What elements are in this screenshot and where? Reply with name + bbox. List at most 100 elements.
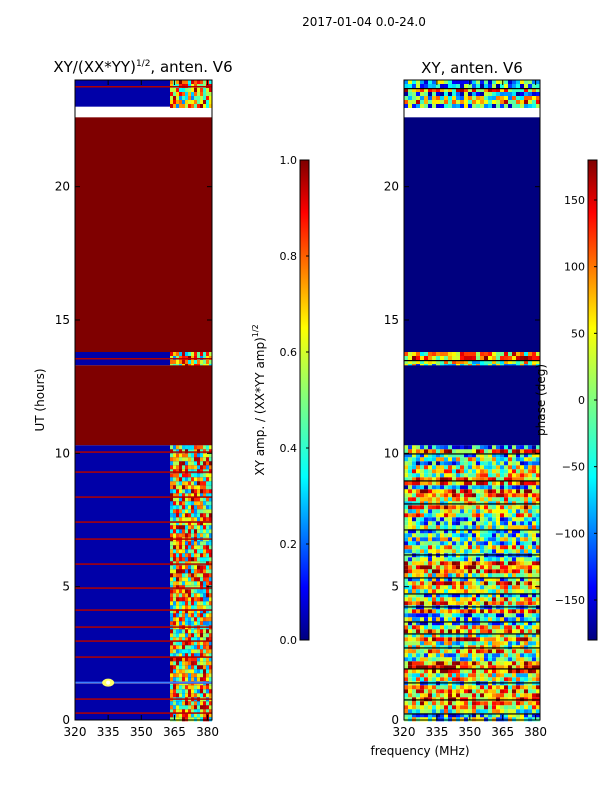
phase-cell: [528, 649, 532, 654]
amp-cell: [200, 645, 204, 650]
phase-cell: [476, 657, 480, 662]
phase-cell: [432, 597, 436, 602]
amp-cell: [203, 521, 207, 526]
phase-cell: [516, 677, 520, 682]
phase-cell: [512, 509, 516, 514]
phase-cell: [472, 356, 476, 360]
phase-cell: [464, 80, 468, 84]
phase-cell: [516, 581, 520, 586]
phase-cell: [440, 449, 444, 454]
phase-cell: [424, 537, 428, 542]
amp-cell: [185, 513, 189, 518]
phase-cell: [516, 360, 520, 364]
phase-cell: [412, 649, 416, 654]
phase-cell: [456, 100, 460, 104]
amp-cell: [173, 541, 177, 546]
amp-cell: [188, 453, 192, 458]
phase-cell: [432, 537, 436, 542]
amp-cell: [173, 609, 177, 614]
phase-cell: [412, 693, 416, 698]
phase-cell: [440, 473, 444, 478]
phase-cell: [536, 701, 540, 706]
amp-cell: [173, 693, 177, 698]
amp-cell: [176, 88, 180, 92]
phase-cell: [504, 84, 508, 88]
phase-xlabel: frequency (MHz): [370, 744, 469, 758]
phase-cell: [480, 92, 484, 96]
phase-cell: [488, 601, 492, 606]
phase-cell: [496, 96, 500, 100]
phase-cell: [536, 505, 540, 510]
y-tick-label: 0: [62, 713, 70, 727]
phase-cell: [520, 541, 524, 546]
amp-flag-line: [75, 640, 212, 642]
phase-cell: [432, 445, 436, 450]
amp-flag-line: [75, 496, 212, 498]
phase-cell: [468, 537, 472, 542]
phase-cell: [420, 701, 424, 706]
amp-cell: [203, 489, 207, 494]
amp-cell: [185, 593, 189, 598]
phase-cell: [416, 701, 420, 706]
amp-cell: [173, 649, 177, 654]
amp-cell: [173, 481, 177, 486]
phase-cell: [516, 525, 520, 530]
amp-cell: [206, 577, 210, 582]
phase-cell: [436, 637, 440, 642]
phase-cell: [492, 705, 496, 710]
amp-cell: [206, 509, 210, 514]
phase-cell: [452, 485, 456, 490]
phase-cell: [472, 485, 476, 490]
phase-cell: [476, 593, 480, 598]
phase-cell: [428, 461, 432, 466]
phase-cell: [516, 521, 520, 526]
phase-cell: [536, 637, 540, 642]
amp-cell: [200, 493, 204, 498]
amplitude-title-main: XY/(XX*YY): [53, 58, 136, 76]
amp-cell: [188, 360, 192, 364]
amp-cell: [170, 713, 174, 718]
phase-cell: [472, 509, 476, 514]
phase-cell: [436, 84, 440, 88]
phase-cell: [444, 661, 448, 666]
amp-cell: [194, 685, 198, 690]
amp-cell: [179, 477, 183, 482]
phase-cell: [416, 493, 420, 498]
phase-cell: [452, 505, 456, 510]
amp-cell: [188, 489, 192, 494]
phase-cell: [428, 449, 432, 454]
phase-cell: [448, 677, 452, 682]
phase-cell: [428, 637, 432, 642]
amplitude-ylabel: UT (hours): [33, 368, 47, 431]
phase-cell: [472, 613, 476, 618]
phase-cell: [496, 589, 500, 594]
phase-cell: [500, 92, 504, 96]
phase-cell: [504, 537, 508, 542]
phase-cell: [440, 581, 444, 586]
phase-cell: [504, 529, 508, 534]
amp-cell: [185, 689, 189, 694]
amp-cell: [176, 461, 180, 466]
phase-cell: [496, 352, 500, 356]
phase-cell: [464, 473, 468, 478]
phase-cell: [492, 717, 496, 722]
phase-cell: [532, 613, 536, 618]
amp-cell: [170, 633, 174, 638]
phase-cell: [416, 545, 420, 550]
phase-cell: [436, 465, 440, 470]
phase-cell: [452, 577, 456, 582]
amp-cell: [176, 573, 180, 578]
phase-cell: [516, 665, 520, 670]
phase-cell: [524, 360, 528, 364]
amp-cell: [188, 637, 192, 642]
phase-cell: [508, 537, 512, 542]
amp-cell: [197, 705, 201, 710]
phase-cell: [492, 673, 496, 678]
amp-cell: [170, 509, 174, 514]
phase-cell: [492, 509, 496, 514]
phase-cell: [464, 100, 468, 104]
phase-cell: [528, 541, 532, 546]
amp-cell: [200, 541, 204, 546]
phase-cell: [412, 577, 416, 582]
phase-cell: [528, 80, 532, 84]
